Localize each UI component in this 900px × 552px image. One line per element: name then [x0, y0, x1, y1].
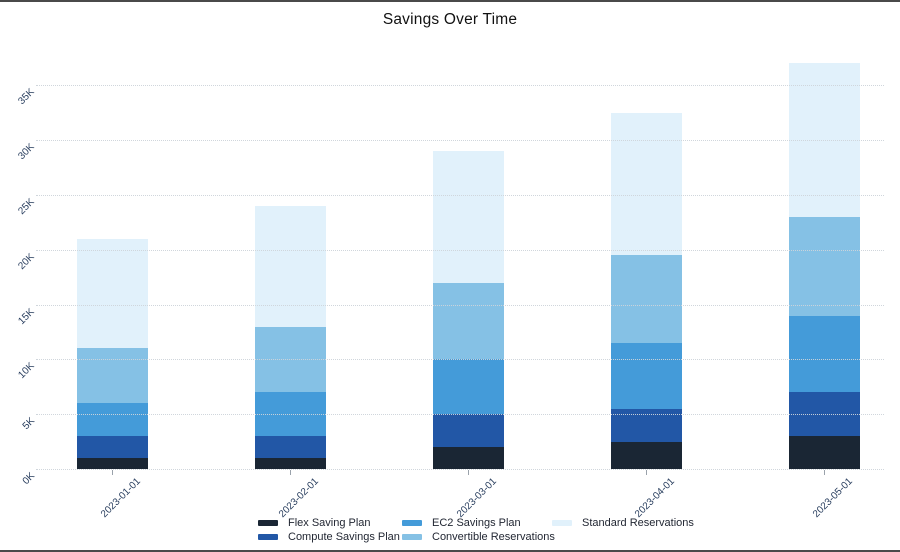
- y-tick-label: 0K: [20, 470, 37, 488]
- legend-swatch: [258, 534, 278, 540]
- bar-segment: [76, 436, 148, 459]
- legend-swatch: [402, 520, 422, 526]
- bar-segment: [254, 436, 326, 459]
- legend: Flex Saving Plan Compute Savings Plan EC2 …: [258, 516, 712, 544]
- bar-segment: [610, 342, 682, 409]
- y-tick-label: 10K: [16, 361, 37, 382]
- x-tick-label: 2023-02-01: [276, 476, 321, 520]
- x-tick-label: 2023-05-01: [810, 476, 855, 520]
- chart-title: Savings Over Time: [382, 11, 518, 28]
- bar-segment: [432, 359, 504, 415]
- bar-segment: [788, 436, 860, 469]
- bar-segment: [76, 238, 148, 349]
- bar-segment: [254, 326, 326, 393]
- bar-segment: [432, 151, 504, 283]
- bar-segment: [254, 458, 326, 469]
- y-gridline: [36, 85, 884, 87]
- bar-segment: [788, 315, 860, 393]
- legend-item[interactable]: Compute Savings Plan: [258, 530, 402, 544]
- x-tick-mark: [824, 470, 825, 475]
- legend-label: Compute Savings Plan: [288, 531, 400, 543]
- legend-item[interactable]: Convertible Reservations: [402, 530, 555, 544]
- bar-segment: [610, 441, 682, 469]
- bar-segment: [788, 392, 860, 437]
- legend-swatch: [258, 520, 278, 526]
- bar-segment: [254, 392, 326, 437]
- legend-swatch: [402, 534, 422, 540]
- legend-swatch: [552, 520, 572, 526]
- legend-item[interactable]: Flex Saving Plan: [258, 516, 402, 530]
- y-gridline: [36, 140, 884, 142]
- y-tick-label: 5K: [20, 415, 37, 433]
- legend-label: Flex Saving Plan: [288, 517, 371, 529]
- bar-segment: [76, 403, 148, 437]
- legend-label: Convertible Reservations: [432, 531, 555, 543]
- y-tick-label: 30K: [16, 141, 37, 163]
- legend-label: EC2 Savings Plan: [432, 517, 521, 529]
- bar-segment: [610, 255, 682, 343]
- y-tick-label: 35K: [16, 87, 37, 108]
- x-tick-label: 2023-04-01: [632, 476, 677, 520]
- y-tick-label: 25K: [16, 196, 37, 217]
- x-tick-mark: [290, 470, 291, 475]
- legend-item[interactable]: Standard Reservations: [552, 516, 712, 530]
- bar-segment: [432, 282, 504, 360]
- bar-segment: [788, 216, 860, 316]
- bar-segment: [610, 408, 682, 442]
- x-tick-label: 2023-03-01: [454, 476, 499, 520]
- x-tick-label: 2023-01-01: [98, 476, 143, 520]
- legend-label: Standard Reservations: [582, 517, 694, 529]
- x-tick-mark: [468, 470, 469, 475]
- bar-segment: [788, 63, 860, 217]
- bar-segment: [76, 348, 148, 404]
- bar-segment: [254, 205, 326, 327]
- y-tick-label: 15K: [16, 306, 37, 327]
- bar-segment: [76, 458, 148, 469]
- x-tick-mark: [112, 470, 113, 475]
- legend-item[interactable]: EC2 Savings Plan: [402, 516, 552, 530]
- bar-segment: [432, 414, 504, 448]
- y-gridline: [36, 469, 884, 470]
- x-tick-mark: [646, 470, 647, 475]
- bar-segment: [610, 112, 682, 256]
- bar-segment: [432, 447, 504, 469]
- y-tick-label: 20K: [16, 251, 37, 272]
